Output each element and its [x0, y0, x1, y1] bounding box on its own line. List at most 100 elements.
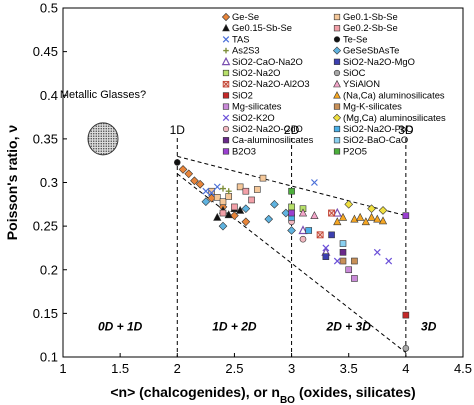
dimension-label: 1D — [170, 123, 186, 137]
data-point — [208, 187, 215, 195]
legend-marker — [333, 137, 341, 144]
legend-label: SiO2-Na2O-Al2O3 — [232, 78, 310, 89]
data-point — [220, 185, 226, 192]
data-point — [351, 257, 358, 265]
data-point — [367, 204, 376, 213]
data-point — [322, 253, 330, 260]
dimension-label: 2D — [284, 123, 300, 137]
data-point — [213, 212, 222, 221]
legend-marker — [222, 80, 230, 88]
data-point — [270, 199, 279, 209]
data-point — [350, 214, 359, 223]
data-point — [322, 244, 330, 252]
data-point — [288, 203, 295, 211]
legend-label: As2S3 — [232, 45, 260, 56]
data-point — [339, 249, 347, 256]
data-point — [361, 217, 370, 226]
x-axis-title: <n> (chalcogenides), or nBO (oxides, sili… — [110, 384, 415, 405]
legend-label: (Mg,Ca) aluminosilicates — [343, 112, 446, 123]
legend-marker — [333, 13, 341, 21]
data-point — [328, 231, 335, 239]
data-point — [242, 187, 250, 195]
legend-label: Ge0.15-Sb-Se — [232, 22, 292, 33]
x-tick-label: 4 — [402, 361, 409, 376]
data-point — [367, 212, 376, 221]
legend-marker — [333, 58, 341, 65]
data-point — [333, 217, 342, 226]
legend-marker — [333, 25, 341, 32]
data-point — [373, 214, 382, 223]
bound-line — [177, 155, 406, 217]
y-tick-label: 0.15 — [33, 306, 58, 321]
legend-marker — [222, 137, 230, 144]
legend-marker — [221, 12, 231, 22]
data-point — [378, 206, 388, 215]
legend-label: SiO2-Na2O-CdO — [232, 123, 303, 134]
region-label: 1D + 2D — [212, 319, 257, 333]
data-point — [328, 209, 336, 217]
region-label: 0D + 1D — [98, 319, 143, 333]
legend-label: Mg-K-silicates — [343, 101, 402, 112]
y-tick-label: 0.5 — [40, 1, 58, 16]
legend-label: P2O5 — [343, 145, 367, 156]
data-point — [288, 187, 295, 195]
legend-marker — [222, 103, 230, 110]
region-labels: 0D + 1D 1D + 2D 2D + 3D 3D — [98, 319, 437, 333]
data-point — [332, 207, 342, 217]
data-point — [219, 198, 227, 205]
x-axis-title-main: <n> (chalcogenides), or n — [110, 384, 280, 400]
data-point — [310, 211, 319, 219]
data-point — [253, 186, 261, 193]
legend-label: SiO2-BaO-CaO — [343, 134, 408, 145]
legend-marker — [223, 47, 229, 54]
data-point — [219, 209, 227, 217]
y-tick-label: 0.25 — [33, 219, 58, 234]
x-tick-label: 2 — [174, 361, 181, 376]
data-point — [311, 179, 318, 186]
data-point — [173, 159, 181, 166]
data-point — [259, 174, 267, 182]
data-point — [178, 165, 188, 174]
data-point — [339, 257, 347, 265]
legend-marker — [222, 125, 230, 133]
legend-marker — [222, 92, 230, 99]
data-point — [231, 203, 238, 211]
legend-label: Ge0.2-Sb-Se — [343, 22, 398, 33]
data-point — [236, 183, 244, 191]
data-point — [288, 209, 295, 217]
legend-label: SiO2-Na2O — [232, 67, 280, 78]
y-tick-label: 0.45 — [33, 44, 58, 59]
legend-marker — [333, 148, 341, 155]
data-point — [298, 208, 308, 217]
data-point — [264, 214, 274, 224]
x-tick-label: 1.5 — [111, 361, 129, 376]
y-tick-label: 0.35 — [33, 131, 58, 146]
legend-marker — [222, 69, 230, 77]
legend-label: Ge0.1-Sb-Se — [343, 11, 398, 22]
data-point — [333, 257, 341, 265]
x-tick-label: 2.5 — [225, 361, 243, 376]
data-point — [356, 212, 365, 221]
data-point — [241, 204, 251, 213]
data-point — [218, 221, 228, 231]
region-label: 3D — [421, 319, 437, 333]
y-tick-label: 0.3 — [40, 175, 58, 190]
legend-marker — [333, 36, 341, 43]
legend-label: B2O3 — [232, 145, 256, 156]
legend-label: (Na,Ca) aluminosilicates — [343, 89, 445, 100]
x-tick-label: 1 — [59, 361, 66, 376]
data-point — [213, 194, 221, 201]
legend-label: SiO2 — [232, 89, 253, 100]
axis-ticks: 1 1.5 2 2.5 3 3.5 4 4.5 0.1 0.15 0.2 0.25 0.3 0.35 0.4… — [33, 1, 472, 377]
metallic-glasses-annotation: Metallic Glasses? — [60, 89, 146, 156]
y-tick-label: 0.2 — [40, 262, 58, 277]
x-axis-title-sub: BO — [280, 395, 295, 405]
data-point — [225, 188, 232, 195]
legend-label: YSiAlON — [343, 78, 380, 89]
data-points — [173, 159, 410, 352]
data-point — [351, 275, 358, 282]
legend-label: TAS — [232, 33, 250, 44]
metallic-glasses-region — [87, 122, 119, 156]
